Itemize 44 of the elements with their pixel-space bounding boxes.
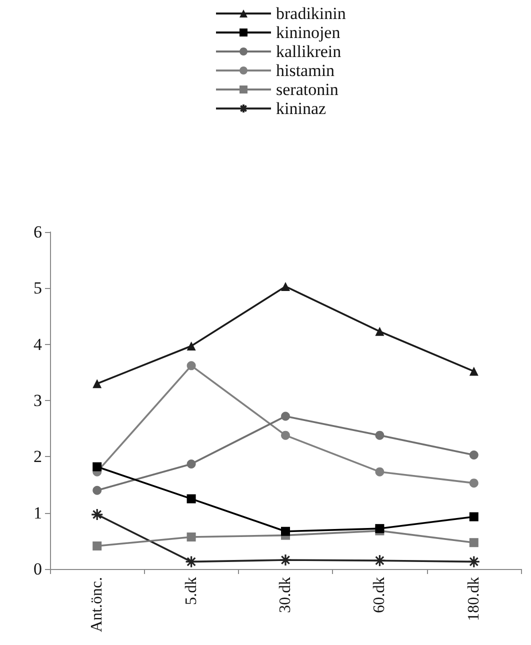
point [469, 478, 478, 488]
point [281, 526, 290, 536]
legend-label: kininojen [276, 23, 341, 42]
point [92, 462, 102, 472]
x-tick-label: Ant.önc. [88, 577, 106, 632]
point [469, 538, 478, 548]
legend-label: kallikrein [276, 42, 342, 61]
point [281, 430, 290, 440]
point [186, 459, 196, 468]
point [92, 379, 102, 388]
point [375, 326, 384, 336]
y-tick-label: 5 [34, 278, 42, 298]
legend-label: histamin [276, 61, 336, 80]
point [375, 430, 384, 440]
y-tick-label: 1 [34, 503, 42, 522]
point [185, 555, 198, 568]
point [469, 366, 478, 376]
point [186, 494, 196, 504]
point [92, 541, 102, 550]
point [375, 467, 384, 476]
point [281, 282, 290, 291]
legend-label: seratonin [276, 80, 339, 99]
y-tick-label: 0 [34, 560, 42, 578]
y-tick-label: 2 [34, 447, 42, 466]
point [469, 450, 478, 460]
point [186, 361, 196, 370]
point [186, 532, 196, 542]
point [468, 555, 480, 568]
x-tick-label: 60.dk [371, 577, 388, 613]
legend-label: kininaz [276, 99, 326, 118]
point [186, 342, 196, 351]
y-tick-label: 6 [34, 222, 42, 242]
y-tick-label: 3 [34, 391, 42, 410]
point [90, 508, 104, 521]
x-tick-label: 5.dk [182, 577, 200, 605]
point [281, 412, 290, 421]
y-tick-label: 4 [34, 334, 42, 354]
legend-label: bradikinin [276, 4, 346, 23]
x-tick-label: 180.dk [465, 577, 482, 621]
point [279, 554, 292, 566]
x-tick-label: 30.dk [277, 577, 294, 613]
point [373, 554, 386, 567]
point [469, 512, 478, 522]
point [92, 486, 102, 495]
